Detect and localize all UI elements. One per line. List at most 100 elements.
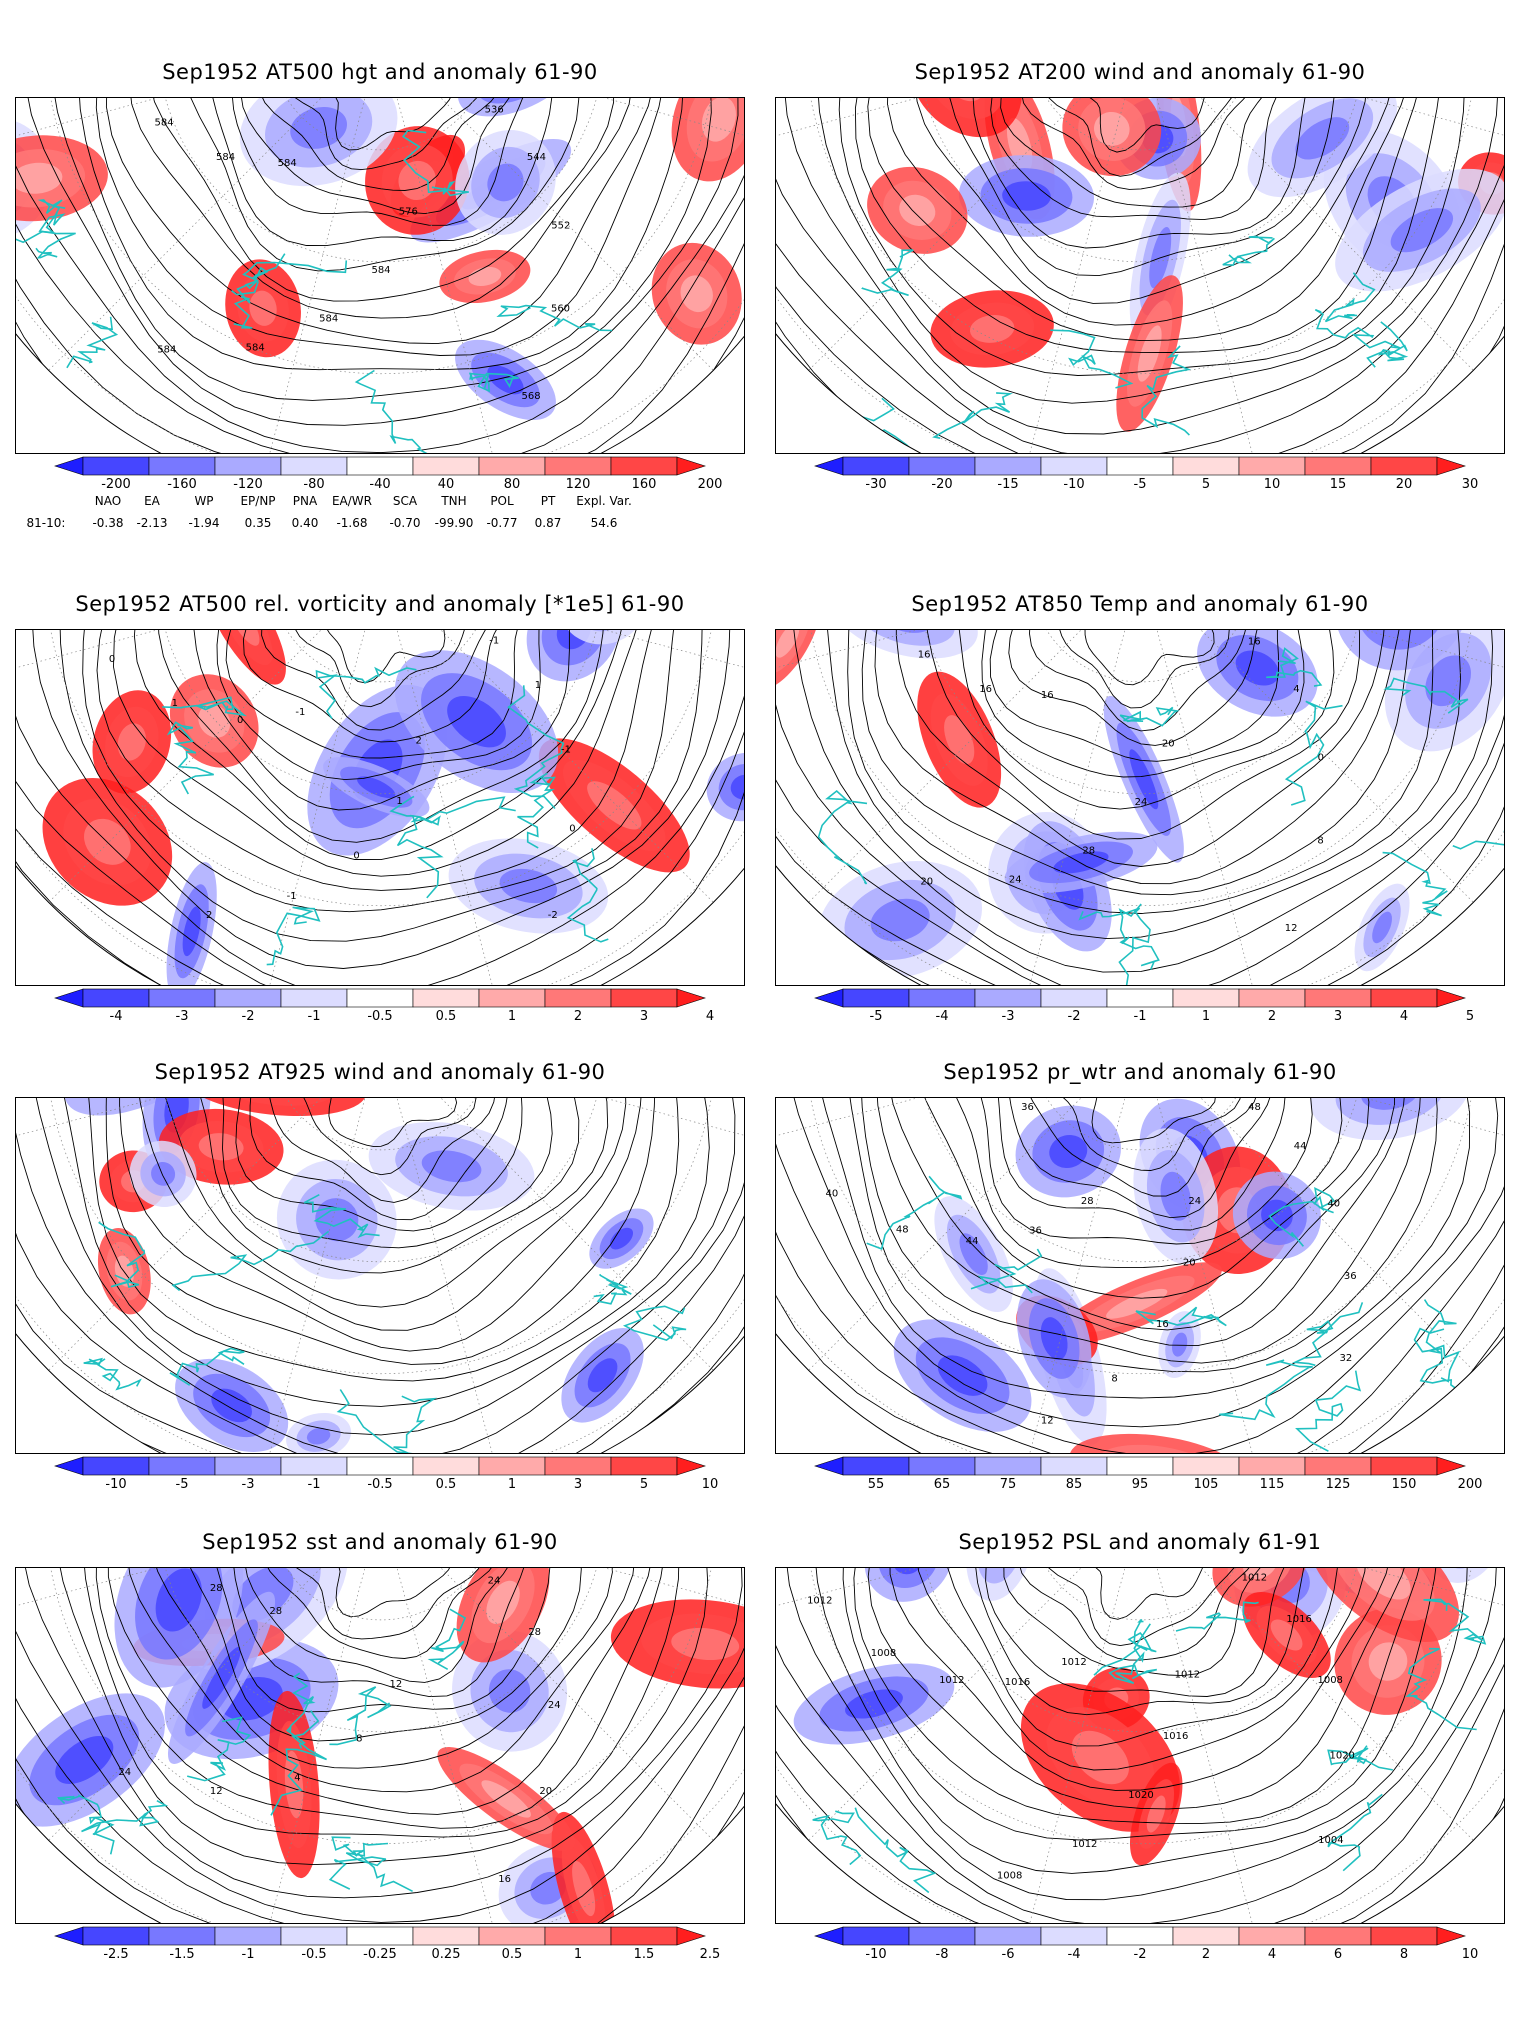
colorbar-label: 120 bbox=[566, 477, 591, 492]
contour-label: 4 bbox=[294, 1773, 300, 1784]
coastline bbox=[67, 317, 117, 368]
contour-label: 584 bbox=[319, 313, 338, 324]
colorbar-label: 3 bbox=[640, 1009, 648, 1024]
colorbar-label: 3 bbox=[1334, 1009, 1342, 1024]
contour-label: 48 bbox=[1248, 1102, 1261, 1113]
teleconnection-index-label: PNA bbox=[293, 494, 317, 508]
contour-label: -1 bbox=[287, 891, 297, 902]
teleconnection-index-value: -0.70 bbox=[389, 516, 420, 530]
colorbar-label: 30 bbox=[1462, 477, 1479, 492]
colorbar-bin bbox=[479, 1927, 545, 1945]
contour-label: 1012 bbox=[1061, 1657, 1086, 1668]
colorbar-bin bbox=[611, 457, 677, 475]
colorbar-label: 6 bbox=[1334, 1947, 1342, 1962]
colorbar-bin bbox=[215, 989, 281, 1007]
colorbar-label: -8 bbox=[936, 1947, 949, 1962]
contour-label: 28 bbox=[1081, 1196, 1094, 1207]
teleconnection-index-value: -0.77 bbox=[486, 516, 517, 530]
colorbar-label: -2 bbox=[1068, 1009, 1081, 1024]
colorbar-bin bbox=[975, 457, 1041, 475]
colorbar-bin bbox=[83, 989, 149, 1007]
colorbar-label: -1 bbox=[308, 1477, 321, 1492]
colorbar-bin bbox=[83, 1927, 149, 1945]
colorbar-label: -4 bbox=[936, 1009, 949, 1024]
colorbar-label: -160 bbox=[167, 477, 197, 492]
colorbar-bin bbox=[975, 989, 1041, 1007]
contour-label: 48 bbox=[896, 1224, 909, 1235]
colorbar-bin bbox=[479, 457, 545, 475]
contour-label: 1008 bbox=[871, 1648, 896, 1659]
colorbar-bin bbox=[843, 989, 909, 1007]
contour-label: 0 bbox=[237, 715, 243, 726]
contour-label: 1016 bbox=[1005, 1677, 1030, 1688]
colorbar-bin bbox=[909, 989, 975, 1007]
colorbar-bin bbox=[975, 1927, 1041, 1945]
coastline bbox=[594, 1274, 632, 1304]
colorbar-bin bbox=[1305, 1927, 1371, 1945]
contour-label: 12 bbox=[210, 1786, 223, 1797]
colorbar-bin bbox=[1107, 1457, 1173, 1475]
teleconnection-index-label: TNH bbox=[441, 494, 466, 508]
contour-label: 1 bbox=[172, 698, 178, 709]
contour-label: 1 bbox=[535, 680, 541, 691]
colorbar-label: 40 bbox=[438, 477, 455, 492]
contour-label: 16 bbox=[498, 1874, 511, 1885]
contour-label: 576 bbox=[399, 207, 418, 218]
colorbar-label: -1 bbox=[1134, 1009, 1147, 1024]
colorbar-bin bbox=[149, 1927, 215, 1945]
colorbar-label: 10 bbox=[1462, 1947, 1479, 1962]
colorbar-label: 150 bbox=[1392, 1477, 1417, 1492]
panel-title: Sep1952 AT850 Temp and anomaly 61-90 bbox=[775, 592, 1505, 616]
colorbar-label: -2 bbox=[242, 1009, 255, 1024]
map-panel-p3: Sep1952 AT500 rel. vorticity and anomaly… bbox=[15, 592, 745, 1094]
colorbar-label: 1.5 bbox=[634, 1947, 655, 1962]
contour-label: 16 bbox=[918, 650, 931, 661]
teleconnection-index-value: -99.90 bbox=[435, 516, 474, 530]
contour-label: 28 bbox=[528, 1627, 541, 1638]
contour-label: 8 bbox=[356, 1734, 362, 1745]
coastline bbox=[813, 1811, 861, 1864]
colorbar-label: 125 bbox=[1326, 1477, 1351, 1492]
panel-title: Sep1952 AT500 hgt and anomaly 61-90 bbox=[15, 60, 745, 84]
colorbar-label: 95 bbox=[1132, 1477, 1149, 1492]
teleconnection-index-label: NAO bbox=[95, 494, 121, 508]
colorbar-label: 200 bbox=[1458, 1477, 1483, 1492]
contour-label: 584 bbox=[278, 158, 297, 169]
colorbar-bin bbox=[545, 1927, 611, 1945]
contour-label: 28 bbox=[269, 1606, 282, 1617]
colorbar-bin bbox=[545, 989, 611, 1007]
colorbar-label: -3 bbox=[1002, 1009, 1015, 1024]
colorbar-label: 4 bbox=[1400, 1009, 1408, 1024]
panel-title: Sep1952 AT200 wind and anomaly 61-90 bbox=[775, 60, 1505, 84]
colorbar-label: 5 bbox=[1466, 1009, 1474, 1024]
contour-label: 44 bbox=[1294, 1141, 1307, 1152]
contour-label: 12 bbox=[1041, 1415, 1054, 1426]
colorbar-bin bbox=[479, 989, 545, 1007]
coastline bbox=[1453, 831, 1505, 875]
contour-label: 1016 bbox=[1286, 1614, 1311, 1625]
colorbar-label: 2.5 bbox=[700, 1947, 721, 1962]
contour-label: 24 bbox=[1009, 874, 1022, 885]
colorbar-label: 1 bbox=[574, 1947, 582, 1962]
colorbar-label: -0.5 bbox=[367, 1477, 392, 1492]
colorbar-bin bbox=[1305, 1457, 1371, 1475]
colorbar-bin bbox=[1173, 457, 1239, 475]
teleconnection-index-value: -2.13 bbox=[136, 516, 167, 530]
teleconnection-index-value: -1.68 bbox=[336, 516, 367, 530]
contour-label: 584 bbox=[155, 118, 174, 129]
teleconnection-index-value: 0.35 bbox=[245, 516, 272, 530]
contour-label: 24 bbox=[548, 1700, 561, 1711]
colorbar-bin bbox=[843, 1927, 909, 1945]
contour-label: 24 bbox=[1135, 797, 1148, 808]
colorbar-label: -4 bbox=[110, 1009, 123, 1024]
colorbar-label: 80 bbox=[504, 477, 521, 492]
colorbar-bin bbox=[1371, 989, 1437, 1007]
colorbar-label: -1 bbox=[242, 1947, 255, 1962]
colorbar-bin bbox=[1371, 1927, 1437, 1945]
colorbar-bin bbox=[1371, 1457, 1437, 1475]
colorbar-label: -40 bbox=[369, 477, 390, 492]
